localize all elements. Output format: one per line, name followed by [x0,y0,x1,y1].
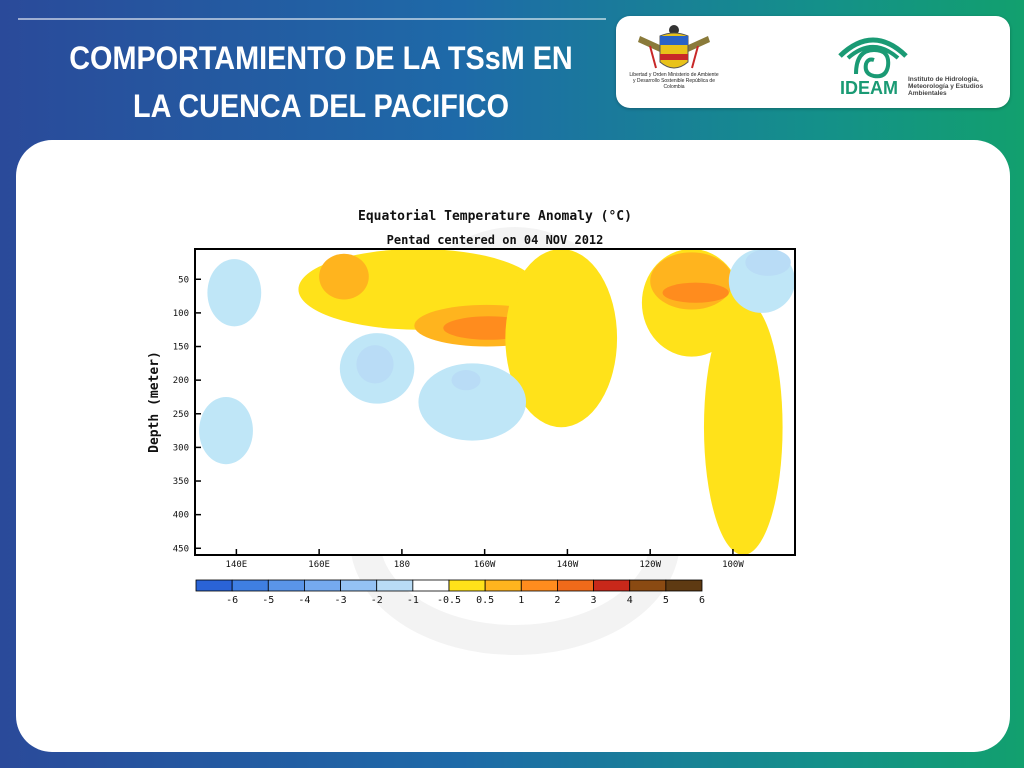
anomaly-region-10 [199,396,253,465]
colorbar-swatch-9 [520,579,558,592]
y-tick-label-8: 450 [173,544,189,554]
x-tick-label-2: 180 [394,560,410,570]
y-tick-label-4: 250 [173,410,189,420]
anomaly-region-9 [207,259,262,327]
plot-frame [194,248,796,556]
ideam-name: IDEAM [840,78,898,98]
colorbar-label-5: -1 [407,595,419,606]
anomaly-region-16 [745,249,791,276]
colorbar-swatch-1 [231,579,269,592]
y-tick-label-5: 300 [173,443,189,453]
logo-panel: Libertad y Orden Ministerio de Ambiente … [616,16,1010,108]
colorbar-label-11: 4 [627,595,633,606]
anomaly-region-7 [662,282,729,303]
y-axis-label: Depth (meter) [147,351,162,453]
anomaly-region-12 [356,345,394,384]
y-axis-ticks: 50 100 150 200 250 300 350 400 450 [173,275,201,554]
x-tick-label-5: 120W [639,560,661,570]
x-tick-label-1: 160E [308,560,330,570]
y-tick-label-2: 150 [173,343,189,353]
colorbar-label-3: -3 [335,595,347,606]
y-tick-label-0: 50 [178,275,189,285]
colombia-coat-of-arms-icon [638,25,710,69]
ideam-description: Instituto de Hidrología, Meteorología y … [908,76,984,97]
y-tick-label-3: 200 [173,376,189,386]
colorbar-swatch-4 [340,579,378,592]
y-tick-label-6: 350 [173,477,189,487]
anomaly-region-8 [703,299,783,555]
colorbar-swatch-7 [448,579,486,592]
colorbar-label-1: -5 [262,595,274,606]
colorbar-swatch-0 [195,579,233,592]
colorbar-swatch-10 [557,579,594,592]
colorbar-swatch-6 [412,579,450,592]
x-tick-label-0: 140E [226,560,248,570]
plot-area [195,249,795,555]
y-tick-label-7: 400 [173,511,189,521]
ideam-logo-icon [838,37,908,79]
colorbar-swatch-5 [376,579,414,592]
slide-title: COMPORTAMIENTO DE LA TSsM EN LA CUENCA D… [48,34,593,130]
anomaly-region-1 [319,253,369,300]
chart-title: Equatorial Temperature Anomaly (°C) [358,209,632,224]
colorbar-swatch-13 [665,579,703,592]
title-rule [18,18,606,20]
anomaly-region-14 [451,370,481,391]
colorbar-label-4: -2 [371,595,383,606]
anomaly-region-4 [505,249,618,428]
colorbar: -6 -5 -4 -3 -2 -1 -0.5 0.5 1 2 3 4 5 6 [195,579,705,606]
anomaly-region-13 [418,363,527,441]
x-tick-label-6: 100W [722,560,744,570]
colorbar-label-10: 3 [591,595,597,606]
colorbar-label-0: -6 [226,595,238,606]
colorbar-label-8: 1 [518,595,524,606]
colorbar-swatch-12 [629,579,667,592]
colorbar-label-7: 0.5 [476,595,494,606]
colorbar-label-13: 6 [699,595,705,606]
slide-title-line-2: LA CUENCA DEL PACIFICO [132,88,510,124]
x-axis-ticks: 140E 160E 180 160W 140W 120W 100W [226,549,744,570]
ministry-text: Libertad y Orden Ministerio de Ambiente … [629,72,719,90]
x-tick-label-4: 140W [557,560,579,570]
colorbar-label-12: 5 [663,595,669,606]
colorbar-label-6: -0.5 [437,595,461,606]
x-tick-label-3: 160W [474,560,496,570]
colorbar-swatch-8 [484,579,522,592]
colorbar-label-2: -4 [298,595,310,606]
colorbar-swatch-11 [593,579,631,592]
y-tick-label-1: 100 [173,309,189,319]
colorbar-swatch-2 [267,579,305,592]
colorbar-label-9: 2 [554,595,560,606]
chart-subtitle: Pentad centered on 04 NOV 2012 [387,233,604,247]
colorbar-swatch-3 [304,579,341,592]
slide-title-line-1: COMPORTAMIENTO DE LA TSsM EN [69,40,573,76]
